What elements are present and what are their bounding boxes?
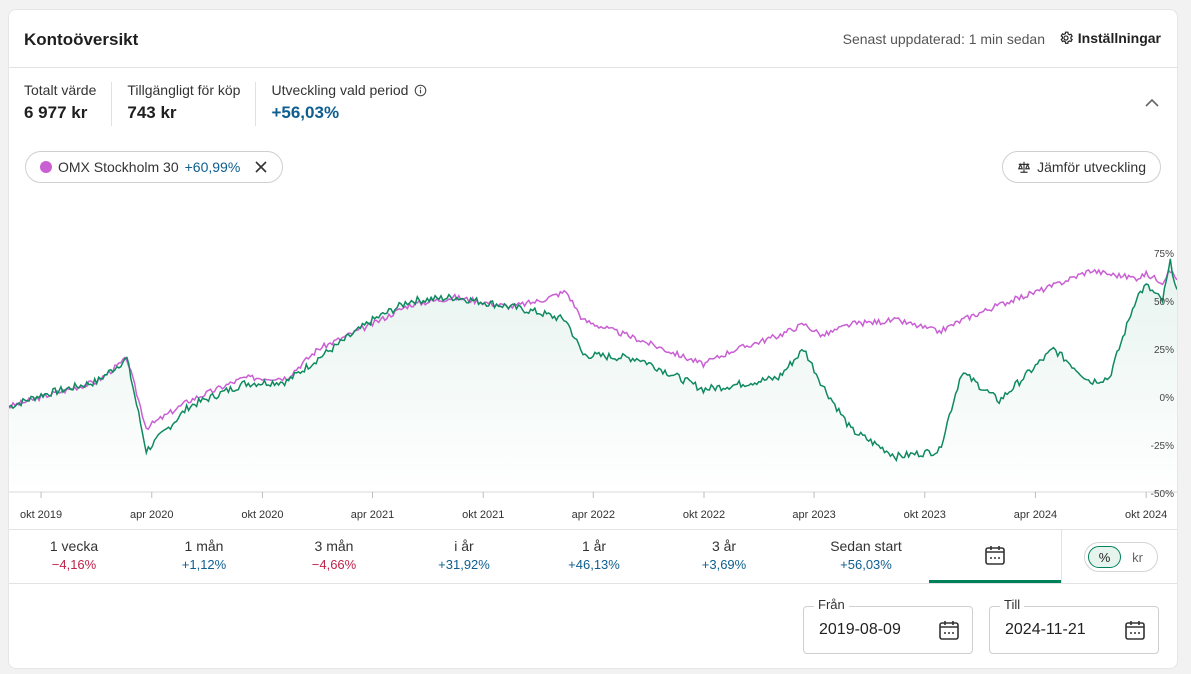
index-name: OMX Stockholm 30 <box>58 159 179 175</box>
stat-development: Utveckling vald period +56,03% <box>256 82 442 126</box>
settings-label: Inställningar <box>1077 30 1161 46</box>
y-tick-label: 75% <box>1154 249 1174 260</box>
period-option[interactable]: 1 år +46,13% <box>529 530 659 584</box>
account-overview-card: Kontoöversikt Senast uppdaterad: 1 min s… <box>8 9 1178 669</box>
period-option[interactable]: 1 mån +1,12% <box>139 530 269 584</box>
info-icon[interactable] <box>414 84 427 97</box>
x-tick-label: okt 2021 <box>462 509 504 521</box>
divider <box>1061 530 1062 584</box>
x-tick-label: okt 2023 <box>904 509 946 521</box>
stat-available-label: Tillgängligt för köp <box>127 82 241 98</box>
y-tick-label: -25% <box>1151 441 1174 452</box>
period-value: +1,12% <box>181 557 227 572</box>
x-tick-label: okt 2024 <box>1125 509 1167 521</box>
period-option[interactable]: i år +31,92% <box>399 530 529 584</box>
period-label: 1 mån <box>184 538 224 554</box>
x-tick-label: okt 2022 <box>683 509 725 521</box>
settings-button[interactable]: Inställningar <box>1059 30 1161 46</box>
toggle-percent[interactable]: % <box>1088 546 1121 568</box>
x-tick-label: okt 2019 <box>20 509 62 521</box>
calendar-icon[interactable] <box>1124 619 1146 641</box>
calendar-icon[interactable] <box>938 619 960 641</box>
series-line-portfolio <box>9 258 1177 463</box>
toggle-currency[interactable]: kr <box>1132 549 1143 565</box>
x-tick-label: apr 2021 <box>351 509 394 521</box>
period-label: 3 mån <box>314 538 354 554</box>
close-icon[interactable] <box>254 160 268 174</box>
tab-custom-period[interactable] <box>929 530 1061 583</box>
gear-icon <box>1060 31 1073 44</box>
period-label: i år <box>454 538 474 554</box>
y-tick-label: 25% <box>1154 345 1174 356</box>
period-option[interactable]: Sedan start +56,03% <box>796 530 936 584</box>
period-value: −4,66% <box>311 557 357 572</box>
x-tick-label: apr 2024 <box>1014 509 1057 521</box>
stat-development-label: Utveckling vald period <box>271 82 409 98</box>
unit-toggle: % kr <box>1084 542 1158 572</box>
y-tick-label: -50% <box>1151 489 1174 500</box>
period-value: −4,16% <box>51 557 97 572</box>
portfolio-area-fill <box>9 258 1177 493</box>
stat-total-amount: 6 977 kr <box>24 103 88 122</box>
performance-chart[interactable]: 75%50%25%0%-25%-50% okt 2019 apr 2020 okt … <box>9 190 1178 530</box>
series-line-index <box>9 268 1177 431</box>
period-label: 3 år <box>711 538 737 554</box>
page-title: Kontoöversikt <box>24 30 139 49</box>
x-tick-label: apr 2020 <box>130 509 173 521</box>
chevron-up-icon[interactable] <box>1143 96 1161 110</box>
summary-stats: Totalt värde 6 977 kr Tillgängligt för k… <box>9 82 442 126</box>
date-from-value: 2019-08-09 <box>819 621 901 638</box>
date-to-label: Till <box>1000 597 1025 612</box>
y-tick-label: 50% <box>1154 297 1174 308</box>
compare-index-chip: OMX Stockholm 30 +60,99% <box>25 151 284 183</box>
y-tick-label: 0% <box>1160 393 1175 404</box>
stat-total-label: Totalt värde <box>24 82 97 98</box>
calendar-icon <box>985 546 1005 565</box>
period-value: +56,03% <box>840 557 892 572</box>
period-label: 1 år <box>581 538 607 554</box>
card-header: Kontoöversikt Senast uppdaterad: 1 min s… <box>9 10 1177 68</box>
period-value: +3,69% <box>701 557 747 572</box>
index-change: +60,99% <box>184 159 241 175</box>
stat-available-amount: 743 kr <box>127 103 177 122</box>
stat-total-value: Totalt värde 6 977 kr <box>9 82 113 126</box>
period-label: Sedan start <box>830 538 902 554</box>
index-color-dot <box>40 161 52 173</box>
period-value: +46,13% <box>568 557 620 572</box>
last-updated-text: Senast uppdaterad: 1 min sedan <box>842 31 1045 47</box>
period-option[interactable]: 3 mån −4,66% <box>269 530 399 584</box>
date-from-field[interactable]: Från 2019-08-09 <box>803 597 973 654</box>
scale-icon <box>1017 161 1031 173</box>
period-label: 1 vecka <box>49 538 99 554</box>
compare-development-button[interactable]: Jämför utveckling <box>1002 151 1161 183</box>
stat-development-value: +56,03% <box>271 103 340 122</box>
compare-development-label: Jämför utveckling <box>1037 159 1146 175</box>
x-axis: okt 2019 apr 2020 okt 2020 apr 2021 okt 2021… <box>20 492 1167 521</box>
x-tick-label: okt 2020 <box>241 509 283 521</box>
x-tick-label: apr 2022 <box>572 509 615 521</box>
period-option[interactable]: 1 vecka −4,16% <box>9 530 139 584</box>
y-axis: 75% 50% 25% 0% -25% -50% <box>1151 249 1174 500</box>
x-tick-label: apr 2023 <box>792 509 835 521</box>
date-to-value: 2024-11-21 <box>1005 621 1086 638</box>
period-selector: 1 vecka −4,16% 1 mån +1,12% 3 mån −4,66% i år +… <box>9 529 1177 584</box>
date-to-field[interactable]: Till 2024-11-21 <box>989 597 1159 654</box>
date-from-label: Från <box>814 597 849 612</box>
stat-available: Tillgängligt för köp 743 kr <box>112 82 257 126</box>
period-value: +31,92% <box>438 557 490 572</box>
period-option[interactable]: 3 år +3,69% <box>659 530 789 584</box>
